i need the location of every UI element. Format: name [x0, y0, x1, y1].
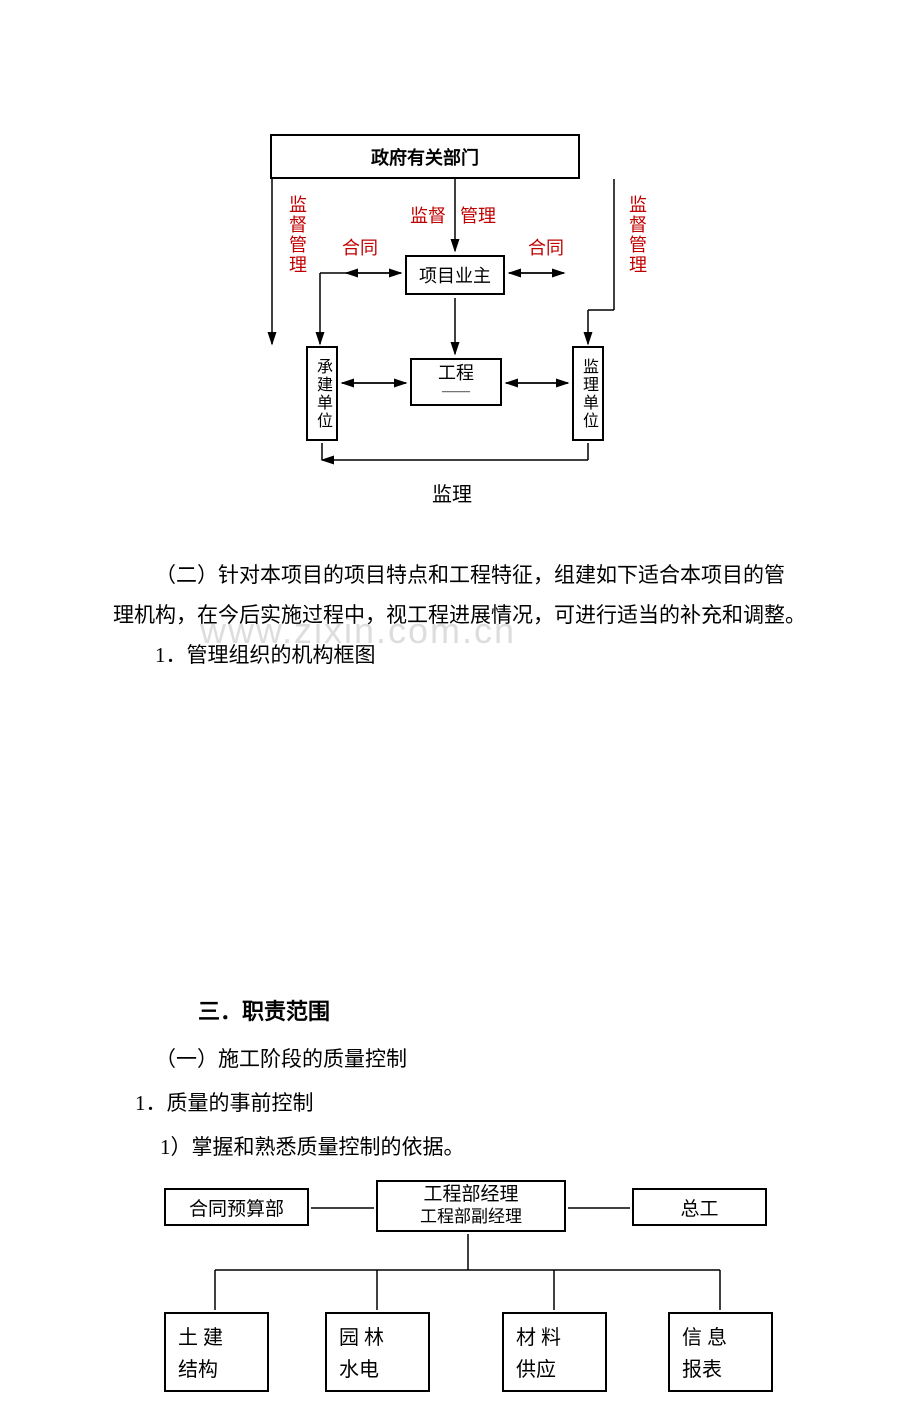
gov-dept-box: 政府有关部门 — [270, 134, 580, 179]
report-label: 报表 — [682, 1354, 722, 1386]
civil-label: 土 建 — [178, 1322, 223, 1354]
plumbing-label: 水电 — [339, 1354, 379, 1386]
section-p3: 1）掌握和熟悉质量控制的依据。 — [160, 1126, 465, 1168]
contract-left-label: 合同 — [342, 234, 378, 260]
budget-dept-label: 合同预算部 — [189, 1194, 284, 1221]
supervisor-label: 监理单位 — [576, 358, 600, 430]
materials-box: 材 料 供应 — [502, 1312, 607, 1392]
civil-structure-box: 土 建 结构 — [164, 1312, 269, 1392]
project-label: 工程 — [438, 364, 474, 384]
supervisor-box: 监理单位 — [572, 346, 604, 441]
mid-supervise-label1: 监督 — [410, 202, 446, 228]
diagram2-lines — [0, 500, 920, 1420]
contractor-box: 承建单位 — [306, 346, 338, 441]
landscape-box: 园 林 水电 — [325, 1312, 430, 1392]
budget-dept-box: 合同预算部 — [164, 1188, 309, 1226]
chief-eng-box: 总工 — [632, 1188, 767, 1226]
section-p1: （一）施工阶段的质量控制 — [155, 1038, 407, 1080]
materials-label: 材 料 — [516, 1322, 561, 1354]
supply-label: 供应 — [516, 1354, 556, 1386]
right-supervise-label: 监督管理 — [624, 195, 650, 275]
contract-right-label: 合同 — [528, 234, 564, 260]
structure-label: 结构 — [178, 1354, 218, 1386]
relationship-diagram: 政府有关部门 项目业主 工程 —— 承建单位 监理单位 监督管理 监督管理 监督… — [0, 0, 920, 500]
eng-vice-manager-label: 工程部副经理 — [420, 1207, 522, 1227]
mid-supervise-label2: 管理 — [460, 202, 496, 228]
project-underline: —— — [442, 384, 470, 399]
info-label: 信 息 — [682, 1322, 727, 1354]
gov-dept-label: 政府有关部门 — [371, 144, 479, 170]
info-box: 信 息 报表 — [668, 1312, 773, 1392]
contractor-label: 承建单位 — [310, 358, 334, 430]
section-heading: 三．职责范围 — [198, 990, 330, 1034]
landscape-label: 园 林 — [339, 1322, 384, 1354]
chief-eng-label: 总工 — [680, 1194, 718, 1221]
org-chart: 合同预算部 工程部经理 工程部副经理 总工 土 建 结构 园 林 水电 材 料 … — [0, 500, 920, 760]
owner-box: 项目业主 — [405, 255, 505, 295]
section-p2: 1．质量的事前控制 — [135, 1082, 314, 1124]
eng-manager-box: 工程部经理 工程部副经理 — [376, 1180, 566, 1232]
left-supervise-label: 监督管理 — [284, 195, 310, 275]
owner-label: 项目业主 — [419, 262, 491, 288]
project-box: 工程 —— — [410, 358, 502, 406]
eng-manager-label: 工程部经理 — [423, 1184, 518, 1207]
